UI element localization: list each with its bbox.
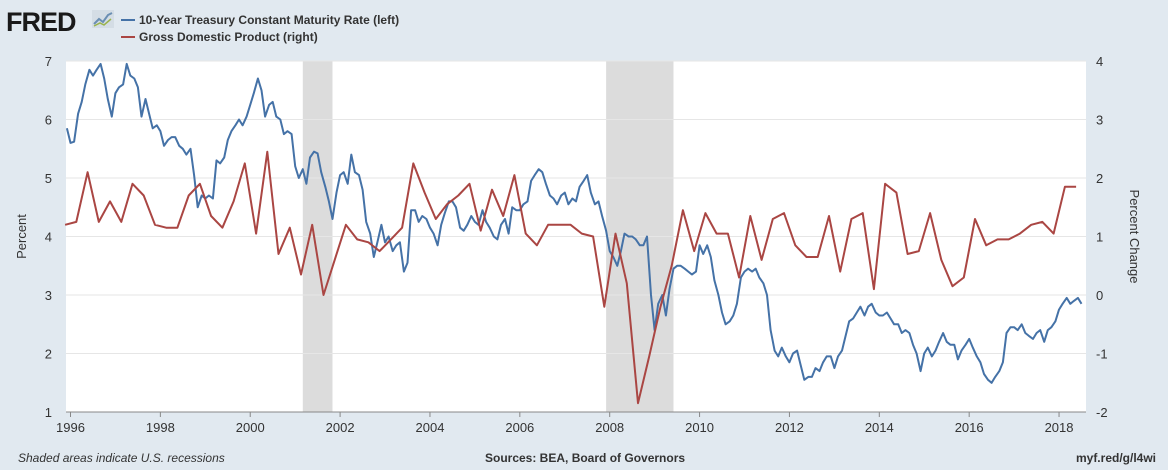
y-tick-label: 4 (45, 230, 52, 245)
series-line-treasury (65, 62, 1083, 384)
y-axis-label: Percent (14, 214, 29, 259)
y2-tick-label: 0 (1096, 288, 1103, 303)
y-tick-label: 7 (45, 54, 52, 69)
x-tick-label: 2016 (955, 420, 984, 435)
legend-item-treasury[interactable]: 10-Year Treasury Constant Maturity Rate … (121, 11, 399, 28)
line-chart-icon (92, 10, 114, 28)
y2-axis-label: Percent Change (1127, 190, 1142, 284)
legend-label-gdp: Gross Domestic Product (right) (139, 29, 318, 44)
x-tick-label: 1996 (56, 420, 85, 435)
y2-tick-label: 4 (1096, 54, 1103, 69)
short-url-link[interactable]: myf.red/g/l4wi (1075, 451, 1156, 465)
legend-item-gdp[interactable]: Gross Domestic Product (right) (121, 28, 399, 45)
x-tick-label: 2002 (326, 420, 355, 435)
chart-header: FRED 10-Year Treasury Constant Maturity … (0, 0, 1168, 50)
series-line-gdp (64, 150, 1077, 405)
y2-tick-label: -2 (1096, 405, 1108, 420)
x-tick-label: 2004 (416, 420, 445, 435)
fred-logo[interactable]: FRED (6, 7, 76, 37)
legend-swatch-red (121, 35, 135, 38)
legend: 10-Year Treasury Constant Maturity Rate … (121, 11, 399, 45)
recession-note: Shaded areas indicate U.S. recessions (18, 451, 225, 465)
sources-text: Sources: BEA, Board of Governors (485, 451, 686, 465)
y2-tick-label: 1 (1096, 230, 1103, 245)
chart-canvas: 1 2 3 4 5 6 7 -2 -1 0 1 2 3 4 1996 1998 2000 2002 2004 2006… (14, 54, 1142, 435)
x-tick-label: 2006 (505, 420, 534, 435)
y2-tick-label: 2 (1096, 171, 1103, 186)
y-tick-label: 2 (45, 347, 52, 362)
y2-tick-label: -1 (1096, 347, 1108, 362)
x-tick-label: 2014 (865, 420, 894, 435)
legend-label-treasury: 10-Year Treasury Constant Maturity Rate … (139, 12, 400, 27)
y-tick-label: 1 (45, 405, 52, 420)
y-tick-label: 3 (45, 288, 52, 303)
y2-tick-label: 3 (1096, 113, 1103, 128)
x-tick-label: 1998 (146, 420, 175, 435)
x-tick-label: 2000 (236, 420, 265, 435)
x-tick-label: 2010 (685, 420, 714, 435)
x-tick-label: 2008 (595, 420, 624, 435)
y-tick-label: 6 (45, 113, 52, 128)
x-tick-label: 2018 (1045, 420, 1074, 435)
y-tick-label: 5 (45, 171, 52, 186)
x-tick-label: 2012 (775, 420, 804, 435)
legend-swatch-blue (121, 18, 135, 21)
